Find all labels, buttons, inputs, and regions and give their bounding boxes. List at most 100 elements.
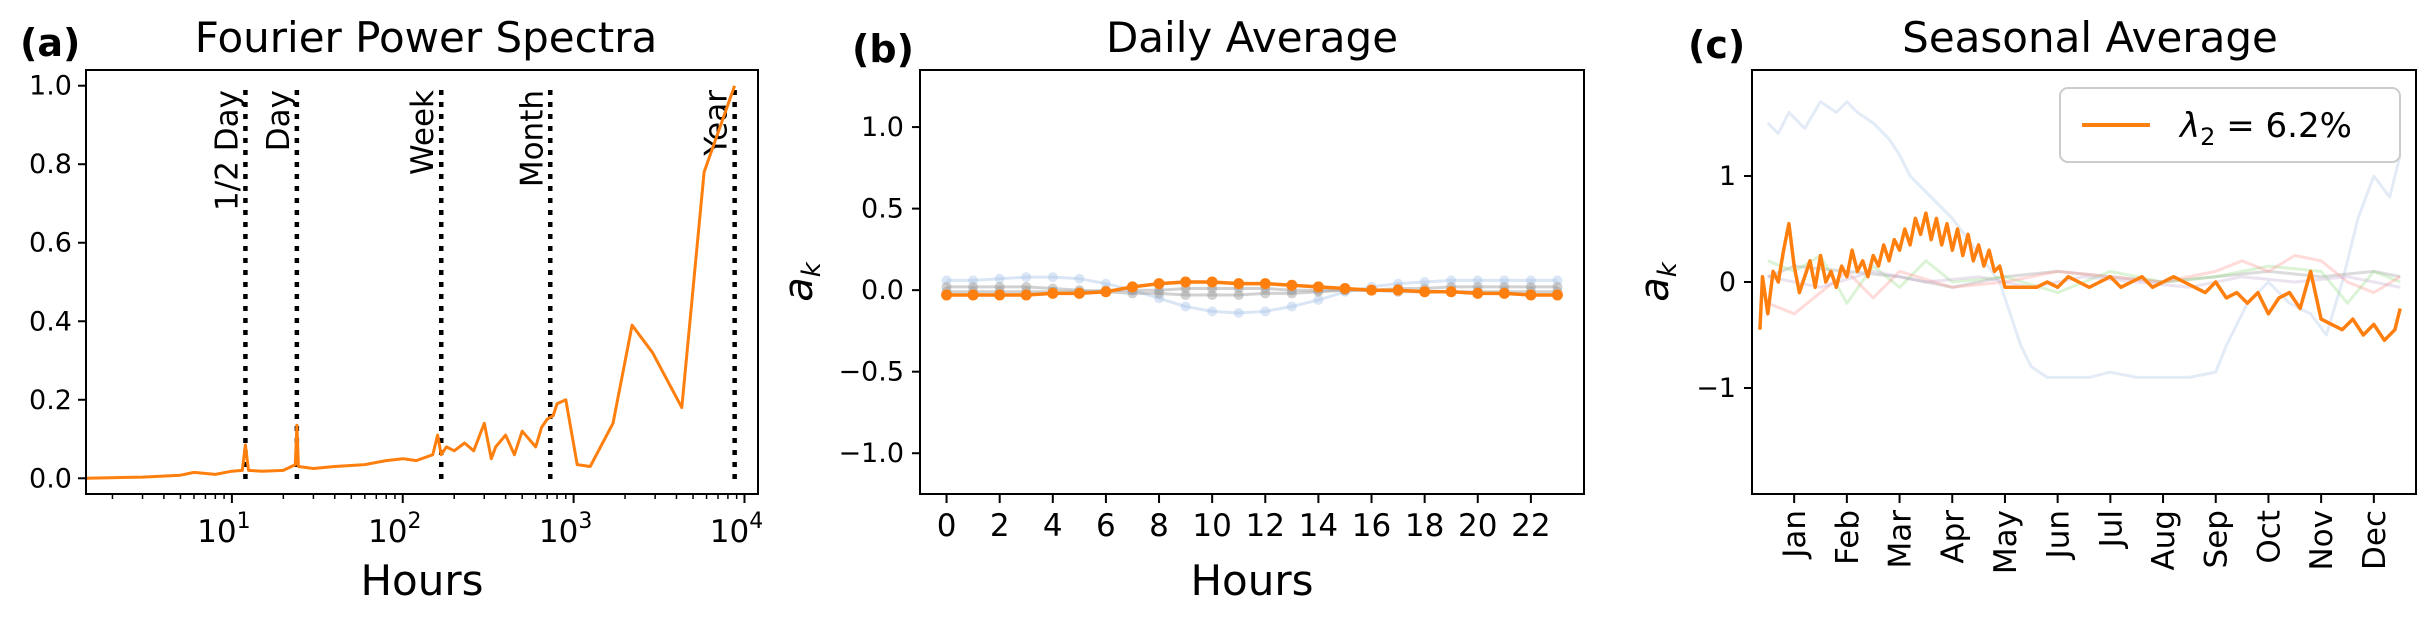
x-tick-label: 12 — [1246, 508, 1285, 544]
daily-series-point — [1499, 275, 1510, 286]
daily-series-point — [1154, 288, 1165, 299]
daily-series-point — [1074, 273, 1085, 284]
y-tick-label: 1.0 — [29, 71, 72, 102]
panel-b-series — [941, 272, 1563, 318]
daily-series-point — [1525, 289, 1537, 301]
panel-c-ylabel-sub: k — [1653, 261, 1683, 277]
daily-series-point — [1020, 289, 1032, 301]
daily-series-line — [946, 275, 1558, 315]
daily-series-point — [994, 281, 1005, 292]
x-tick-label: 2 — [990, 508, 1010, 544]
y-tick-label: 0.8 — [29, 149, 72, 180]
x-tick-label: 18 — [1405, 508, 1444, 544]
x-tick-label: 22 — [1511, 508, 1550, 544]
y-tick-label: 0.0 — [861, 275, 904, 306]
panel-c-ylabel-base: a — [1632, 277, 1678, 302]
daily-series-point — [1126, 281, 1138, 293]
y-tick-label: 0.2 — [29, 385, 72, 416]
month-tick-label: Aug — [2146, 510, 2182, 571]
panel-c-series — [1758, 100, 2402, 379]
month-tick-label: May — [1988, 510, 2024, 574]
period-marker-label: 1/2 Day — [209, 90, 245, 211]
daily-series-point — [1392, 284, 1404, 296]
y-tick-label: −0.5 — [838, 357, 904, 388]
daily-series-point — [1260, 288, 1271, 299]
daily-series-point — [1498, 287, 1510, 299]
panel-c-legend: λ2 = 6.2% — [2059, 87, 2401, 163]
y-tick-label: −1 — [1696, 373, 1736, 404]
period-marker-label: Day — [261, 90, 297, 151]
daily-series-point — [1153, 278, 1165, 290]
panel-c-y-ticks: −1 0 1 — [1696, 161, 1752, 404]
daily-series-point — [1366, 284, 1378, 296]
panel-c-ylabel: ak — [1632, 261, 1683, 302]
daily-series-point — [1313, 294, 1324, 305]
panel-a-series — [85, 85, 737, 480]
panel-a-label: (a) — [20, 21, 80, 65]
y-tick-label: 0 — [1719, 267, 1736, 298]
daily-series-point — [1446, 275, 1457, 286]
panel-b-title: Daily Average — [1106, 13, 1398, 62]
daily-series-point — [967, 289, 979, 301]
month-tick-label: Apr — [1935, 510, 1971, 564]
daily-series-line — [946, 285, 1558, 297]
daily-series-point — [1551, 289, 1563, 301]
month-tick-label: Jun — [2041, 510, 2077, 560]
daily-series-point — [1233, 278, 1245, 290]
panel-a-y-ticks: 0.0 0.2 0.4 0.6 0.8 1.0 — [29, 71, 86, 494]
daily-series-point — [1047, 272, 1058, 283]
x-tick-label: 101 — [197, 509, 250, 550]
panel-b-ylabel-base: a — [776, 277, 822, 302]
month-tick-label: Feb — [1830, 510, 1866, 565]
period-marker-label: Week — [405, 90, 441, 175]
daily-series-point — [1021, 281, 1032, 292]
x-tick-label: 8 — [1149, 508, 1169, 544]
daily-series-point — [941, 281, 952, 292]
daily-series-point — [1233, 307, 1244, 318]
daily-series-point — [1525, 281, 1536, 292]
panel-b-xlabel: Hours — [1190, 556, 1313, 605]
daily-series-point — [1021, 272, 1032, 283]
month-tick-label: Sep — [2199, 510, 2235, 568]
x-tick-label: 102 — [368, 509, 421, 550]
daily-series-point — [1180, 276, 1192, 288]
panel-b-ylabel-sub: k — [797, 261, 827, 277]
daily-series-point — [1525, 275, 1536, 286]
x-tick-label: 104 — [710, 509, 763, 550]
daily-series-point — [941, 289, 953, 301]
x-tick-label: 6 — [1096, 508, 1116, 544]
seasonal-series-line — [1758, 211, 2402, 343]
daily-series-point — [994, 289, 1006, 301]
panel-b-frame — [919, 69, 1585, 495]
daily-series-point — [1073, 287, 1085, 299]
x-tick-label: 103 — [539, 509, 592, 550]
month-tick-label: Oct — [2251, 510, 2287, 564]
y-tick-label: 0.4 — [29, 306, 72, 337]
daily-series-point — [1154, 293, 1165, 304]
daily-series-point — [1312, 281, 1324, 293]
daily-series-point — [1419, 286, 1431, 298]
panel-c-frame — [1751, 69, 2417, 495]
daily-series-point — [1472, 287, 1484, 299]
daily-series-point — [941, 275, 952, 286]
daily-series-point — [1233, 290, 1244, 301]
y-tick-label: 1 — [1719, 161, 1736, 192]
legend-value: = 6.2% — [2215, 106, 2351, 146]
x-tick-label: 14 — [1299, 508, 1338, 544]
y-tick-label: 1.0 — [861, 112, 904, 143]
seasonal-series-line — [1767, 269, 2401, 289]
daily-series-point — [1207, 290, 1218, 301]
daily-series-point — [1260, 306, 1271, 317]
daily-series-point — [1100, 278, 1111, 289]
x-tick-label: 10 — [1192, 508, 1231, 544]
legend-lambda-sub: 2 — [2200, 123, 2215, 151]
panel-a-period-markers: 1/2 Day Day Week Month Year — [209, 90, 737, 482]
seasonal-series-line — [1767, 254, 2401, 305]
y-tick-label: 0.5 — [861, 194, 904, 225]
daily-series-point — [1339, 283, 1351, 295]
panel-b-y-ticks: −1.0 −0.5 0.0 0.5 1.0 — [838, 112, 920, 469]
daily-series-point — [1286, 279, 1298, 291]
x-tick-label: 0 — [937, 508, 957, 544]
daily-series-point — [1445, 286, 1457, 298]
seasonal-series-line — [1766, 100, 2402, 379]
